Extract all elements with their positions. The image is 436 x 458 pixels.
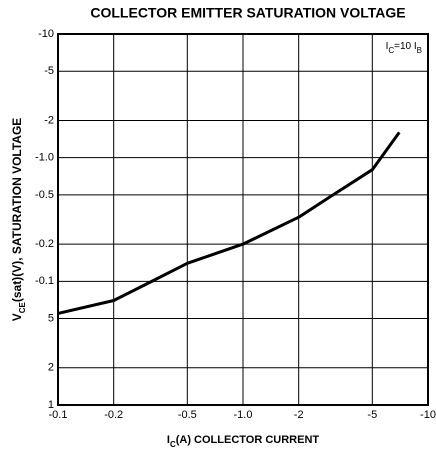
x-tick-label: -5 [367,409,377,421]
x-tick-label: -0.2 [104,409,123,421]
curve [57,131,401,315]
x-tick-label: -2 [294,409,304,421]
x-tick-label: -1.0 [234,409,253,421]
plot-frame [57,33,429,406]
x-tick-label: -0.1 [49,409,68,421]
y-tick-label: 2 [48,362,54,374]
annotation: IC=10 IB [386,41,422,55]
y-tick-label: 5 [48,312,54,324]
annotation-part: C [388,46,394,55]
x-axis-label-part: I [167,434,170,446]
x-axis-label-part: (A) COLLECTOR CURRENT [176,434,320,446]
x-tick-label: -10 [420,409,436,421]
annotation-part: =10 I [394,41,417,52]
annotation-part: I [386,41,389,52]
y-tick-label: 1 [48,399,54,411]
y-axis-label-part: (sat)(V), SATURATION VOLTAGE [10,118,24,302]
chart-title: COLLECTOR EMITTER SATURATION VOLTAGE [90,5,405,21]
x-axis-label-part: C [170,440,176,449]
y-axis-label: VCE(sat)(V), SATURATION VOLTAGE [10,118,26,322]
x-tick-label: -0.5 [178,409,197,421]
y-tick-label: -0.1 [35,275,54,287]
y-tick-label: -10 [38,28,54,40]
annotation-part: B [417,46,422,55]
y-tick-label: -0.5 [35,189,54,201]
y-tick-label: -0.2 [35,238,54,250]
y-tick-label: -1.0 [35,152,54,164]
y-tick-label: -2 [44,114,54,126]
y-axis-label-part: V [10,313,24,321]
x-axis-label: IC(A) COLLECTOR CURRENT [167,434,320,449]
y-axis-label-part: CE [18,301,27,313]
y-tick-label: -5 [44,65,54,77]
